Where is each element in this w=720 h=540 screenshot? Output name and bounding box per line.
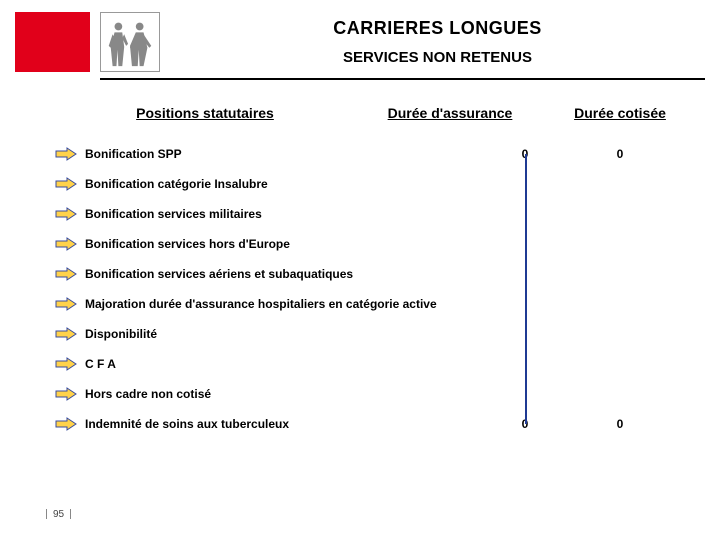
row-cotisee-value: 0: [545, 147, 695, 161]
arrow-right-icon: [55, 207, 85, 221]
list-item: Bonification SPP00: [55, 139, 700, 169]
arrow-right-icon: [55, 417, 85, 431]
title-sub: SERVICES NON RETENUS: [170, 49, 705, 66]
header: CARRIERES LONGUES SERVICES NON RETENUS: [0, 0, 720, 82]
col-header-cotisee: Durée cotisée: [545, 105, 695, 121]
title-main: CARRIERES LONGUES: [170, 18, 705, 39]
arrow-right-icon: [55, 327, 85, 341]
header-rule: [100, 78, 705, 80]
connector-line: [525, 154, 527, 424]
row-label: Majoration durée d'assurance hospitalier…: [85, 297, 505, 311]
row-label: Bonification catégorie Insalubre: [85, 177, 505, 191]
row-label: Bonification services hors d'Europe: [85, 237, 505, 251]
col-header-assurance: Durée d'assurance: [355, 105, 545, 121]
arrow-right-icon: [55, 357, 85, 371]
list-item: Disponibilité: [55, 319, 700, 349]
content: Positions statutaires Durée d'assurance …: [55, 105, 700, 439]
row-label: Bonification services aériens et subaqua…: [85, 267, 505, 281]
list-item: Majoration durée d'assurance hospitalier…: [55, 289, 700, 319]
row-label: Bonification services militaires: [85, 207, 505, 221]
row-cotisee-value: 0: [545, 417, 695, 431]
list-item: Bonification catégorie Insalubre: [55, 169, 700, 199]
arrow-right-icon: [55, 147, 85, 161]
row-label: Bonification SPP: [85, 147, 505, 161]
arrow-right-icon: [55, 177, 85, 191]
list-item: Indemnité de soins aux tuberculeux00: [55, 409, 700, 439]
list-item: Bonification services aériens et subaqua…: [55, 259, 700, 289]
column-headers: Positions statutaires Durée d'assurance …: [55, 105, 700, 121]
list-item: Bonification services militaires: [55, 199, 700, 229]
arrow-right-icon: [55, 267, 85, 281]
list-item: C F A: [55, 349, 700, 379]
row-label: Disponibilité: [85, 327, 505, 341]
arrow-right-icon: [55, 297, 85, 311]
slide: CARRIERES LONGUES SERVICES NON RETENUS P…: [0, 0, 720, 540]
rows-container: Bonification SPP 0 0 Bonification catégorie…: [55, 139, 700, 439]
logo-people-box: [100, 12, 160, 72]
people-icon: [101, 13, 159, 71]
col-header-positions: Positions statutaires: [55, 105, 355, 121]
row-label: C F A: [85, 357, 505, 371]
arrow-right-icon: [55, 237, 85, 251]
row-label: Hors cadre non cotisé: [85, 387, 505, 401]
list-item: Hors cadre non cotisé: [55, 379, 700, 409]
title-block: CARRIERES LONGUES SERVICES NON RETENUS: [170, 18, 705, 66]
list-item: Bonification services hors d'Europe: [55, 229, 700, 259]
logo-red-square: [15, 12, 90, 72]
page-number: 95: [40, 509, 77, 520]
arrow-right-icon: [55, 387, 85, 401]
row-label: Indemnité de soins aux tuberculeux: [85, 417, 505, 431]
